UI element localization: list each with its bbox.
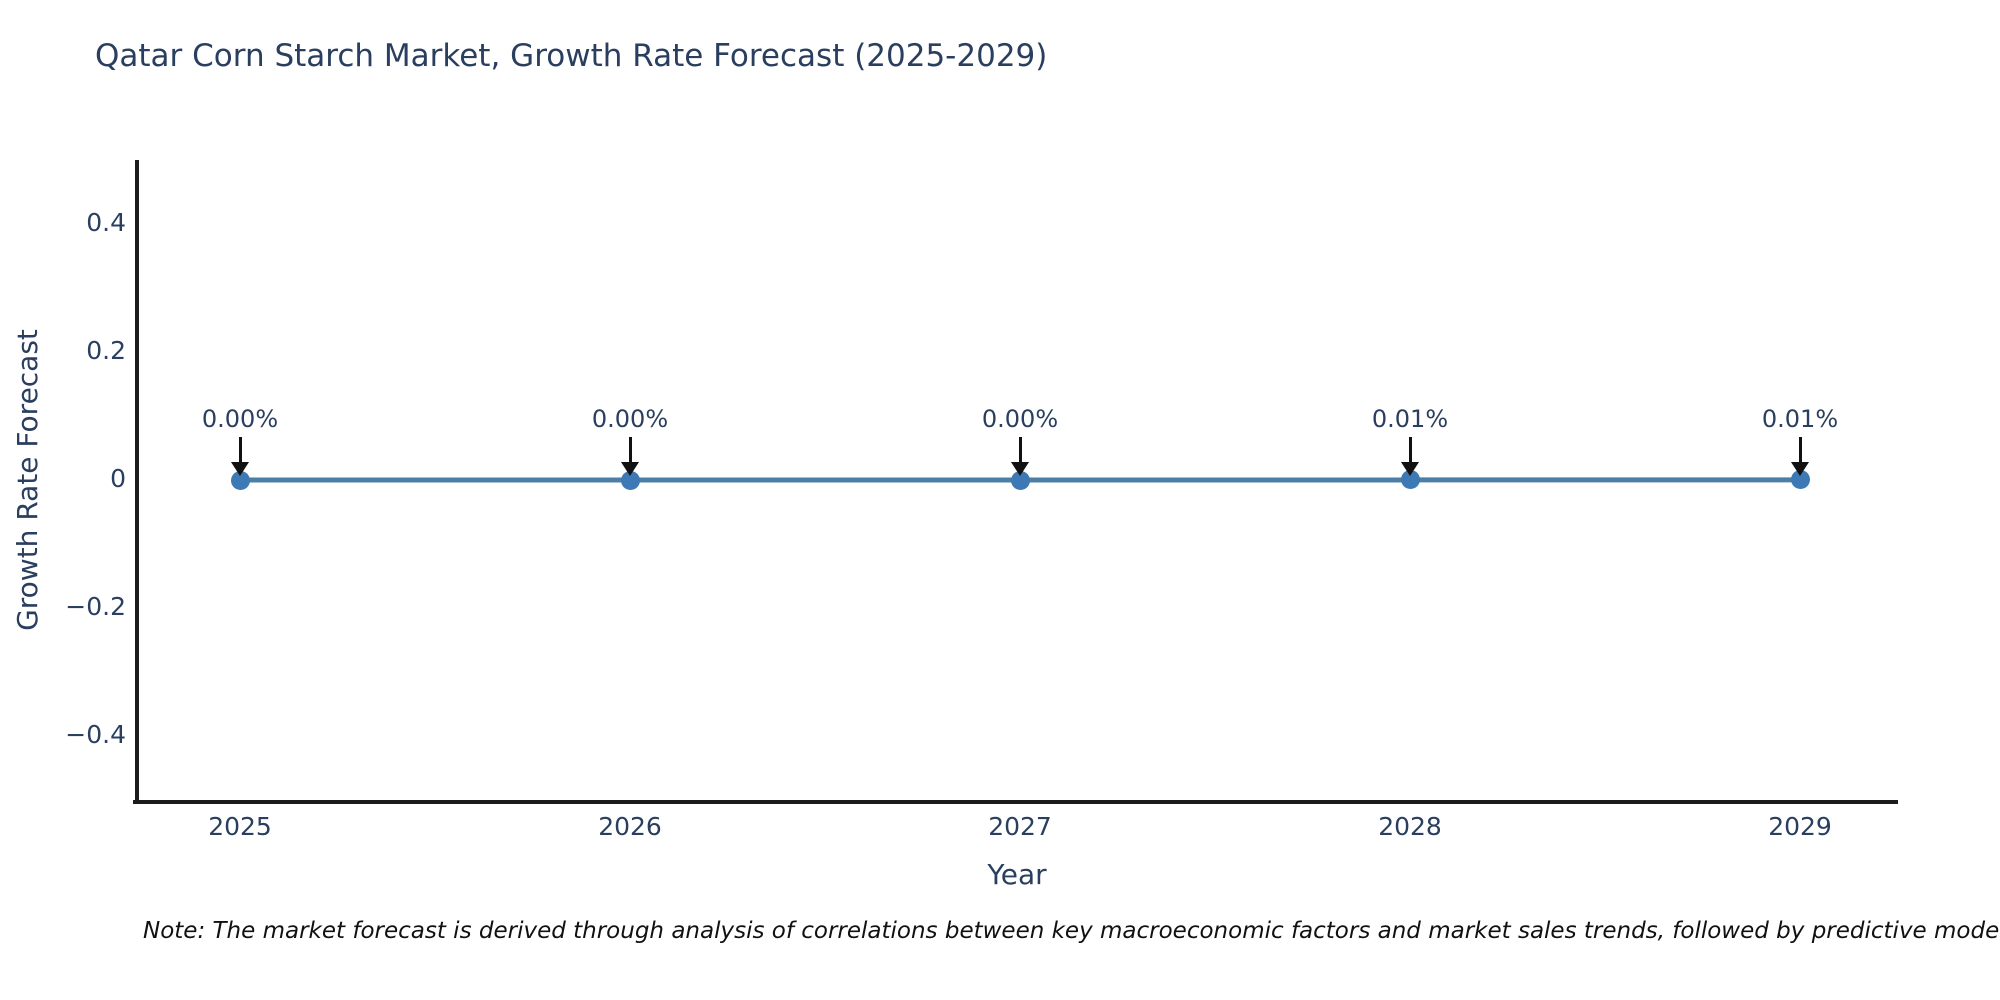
y-tick-label: 0.4: [86, 208, 126, 237]
x-tick-label: 2028: [1378, 812, 1442, 841]
point-value-label: 0.01%: [1371, 404, 1449, 433]
x-tick-label: 2025: [208, 812, 272, 841]
y-tick-label: −0.2: [65, 592, 126, 621]
annotation-arrow-stem: [628, 437, 632, 464]
chart-title: Qatar Corn Starch Market, Growth Rate Fo…: [95, 38, 1048, 74]
annotation-arrow-head: [1011, 462, 1029, 476]
point-value-label: 0.00%: [981, 405, 1059, 433]
y-tick-label: 0.2: [86, 336, 126, 365]
annotation-arrow-head: [1791, 461, 1809, 476]
point-value-label: 0.00%: [201, 405, 279, 433]
annotation-arrow-stem: [1798, 436, 1802, 464]
y-tick-label: 0: [110, 464, 126, 493]
annotation-arrow-head: [1401, 461, 1419, 476]
annotation-arrow-stem: [1018, 437, 1022, 464]
annotation-arrow-stem: [1408, 436, 1412, 464]
y-axis-line: [135, 160, 139, 804]
x-axis-title: Year: [987, 858, 1047, 891]
point-value-label: 0.00%: [591, 405, 669, 433]
annotation-arrow-stem: [238, 437, 242, 464]
x-tick-label: 2026: [598, 812, 662, 841]
annotation-arrow-head: [231, 462, 249, 476]
x-tick-label: 2027: [988, 812, 1052, 841]
x-axis-line: [133, 800, 1898, 804]
point-value-label: 0.01%: [1761, 404, 1839, 433]
x-tick-label: 2029: [1768, 812, 1832, 841]
footnote: Note: The market forecast is derived thr…: [143, 918, 2000, 944]
annotation-arrow-head: [621, 462, 639, 476]
y-tick-label: −0.4: [65, 720, 126, 749]
